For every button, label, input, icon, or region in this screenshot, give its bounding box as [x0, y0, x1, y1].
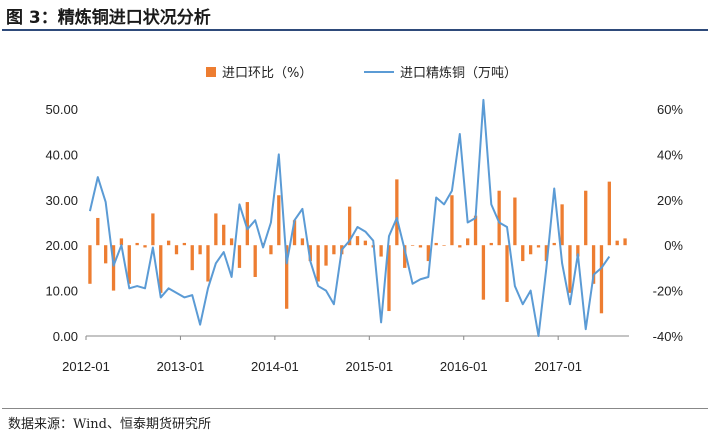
bar: [222, 224, 226, 246]
bar: [253, 245, 257, 277]
y-left-tick-label: 20.00: [45, 238, 78, 253]
bar: [584, 190, 588, 246]
bar: [96, 217, 100, 246]
x-tick-label: 2016-01: [440, 359, 488, 374]
bar: [277, 195, 281, 246]
bar: [379, 245, 383, 257]
bar: [190, 245, 194, 271]
y-right-tick-label: -40%: [653, 329, 684, 344]
bar: [269, 245, 273, 255]
bar: [198, 245, 202, 255]
bar: [536, 245, 541, 248]
bar: [88, 245, 92, 284]
bar: [347, 206, 352, 246]
bar: [135, 242, 139, 246]
bar: [505, 245, 509, 302]
source-note: 数据来源：Wind、恒泰期货研究所: [8, 417, 211, 432]
x-tick-label: 2017-01: [534, 359, 582, 374]
bar: [552, 242, 556, 246]
bar: [174, 245, 179, 255]
bar: [363, 240, 368, 246]
bar: [403, 245, 407, 268]
bar: [473, 215, 478, 246]
legend: 进口环比（%） 进口精炼铜（万吨）: [206, 66, 517, 81]
bar: [119, 238, 124, 246]
bar: [458, 245, 462, 248]
source-divider: [2, 408, 708, 409]
bar: [316, 245, 320, 282]
bar: [127, 245, 131, 284]
bar: [607, 181, 611, 246]
bar: [151, 213, 155, 246]
y-right-tick-label: -20%: [653, 284, 684, 299]
bar: [355, 236, 360, 246]
bar: [182, 242, 187, 246]
bar: [450, 195, 454, 246]
bar: [442, 245, 446, 246]
bar: [159, 245, 163, 293]
x-tick-label: 2014-01: [251, 359, 299, 374]
bar: [497, 190, 501, 246]
axes: 0.00 10.00 20.00 30.00 40.00 50.00 -40% -20% 0% 2…: [45, 102, 683, 374]
y-left-tick-label: 0.00: [53, 329, 78, 344]
bar: [143, 245, 147, 248]
bar: [521, 245, 525, 262]
bar: [599, 245, 604, 314]
bar: [308, 245, 312, 262]
bar: [292, 220, 297, 246]
bar: [300, 238, 305, 246]
legend-bar-swatch: [206, 67, 216, 77]
x-tick-label: 2015-01: [345, 359, 393, 374]
y-right-tick-label: 0%: [664, 238, 683, 253]
bar: [229, 238, 234, 246]
y-right-tick-label: 20%: [657, 193, 683, 208]
bar: [395, 179, 399, 246]
bar: [111, 245, 116, 291]
bar: [410, 245, 415, 246]
y-right-tick-label: 60%: [657, 102, 683, 117]
legend-bar-label: 进口环比（%）: [222, 66, 312, 81]
bar: [285, 245, 289, 309]
bar: [332, 245, 336, 255]
title-underline: [2, 29, 708, 31]
line-series: [88, 98, 611, 337]
bar: [237, 245, 242, 268]
bar: [324, 245, 328, 266]
bar: [481, 245, 486, 300]
figure-title: 图 3：精炼铜进口状况分析: [6, 8, 211, 28]
y-left-tick-label: 30.00: [45, 193, 78, 208]
y-left-tick-label: 50.00: [45, 102, 78, 117]
bar: [489, 242, 493, 246]
y-right-tick-label: 40%: [657, 147, 683, 162]
bar: [466, 238, 470, 246]
bar: [576, 245, 580, 257]
bar: [418, 245, 423, 248]
bar: [245, 202, 249, 246]
x-tick-label: 2012-01: [62, 359, 110, 374]
bar: [214, 213, 218, 246]
bar: [426, 245, 430, 262]
x-tick-label: 2013-01: [157, 359, 205, 374]
bar: [513, 197, 517, 246]
bar: [434, 242, 438, 246]
bar: [544, 245, 549, 262]
y-left-tick-label: 40.00: [45, 147, 78, 162]
bar: [568, 245, 572, 293]
bar-series: [88, 179, 627, 314]
bar: [206, 245, 210, 282]
bar: [591, 245, 596, 284]
bar: [615, 240, 619, 246]
bar: [528, 245, 533, 255]
bar: [560, 204, 564, 246]
chart: 进口环比（%） 进口精炼铜（万吨） 0.00 10.00 20.00 30.00 40.…: [45, 66, 683, 374]
y-left-tick-label: 10.00: [45, 284, 78, 299]
legend-line-label: 进口精炼铜（万吨）: [400, 66, 517, 81]
bar: [104, 245, 108, 264]
bar: [387, 245, 391, 312]
bar: [166, 240, 171, 246]
bar: [623, 238, 627, 246]
